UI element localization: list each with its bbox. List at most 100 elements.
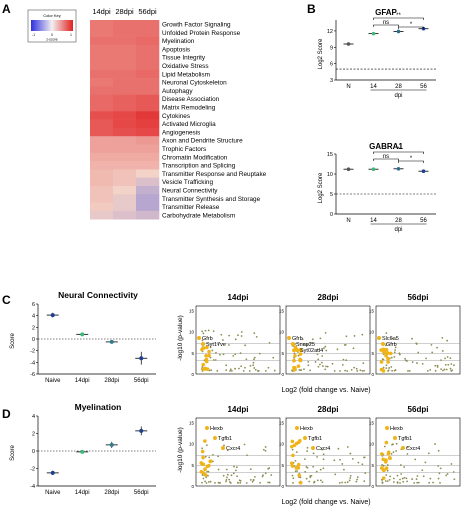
gene-point [296,470,299,472]
plot-title: 56dpi [408,405,429,414]
gene-point [292,482,294,484]
gene-point [317,365,320,368]
gene-point [446,339,449,342]
gene-point [312,465,315,468]
heatmap-row-label: Angiogenesis [162,129,200,136]
gene-point [226,449,229,452]
highlighted-gene-point [201,471,206,475]
labelled-gene-point [205,426,209,430]
gene-point [439,482,441,484]
highlighted-gene-point [382,468,386,473]
gene-point [385,332,388,335]
gene-point [434,443,436,445]
gene-point [253,358,255,361]
gene-point [450,370,453,372]
gene-point [344,481,347,484]
y-tick-label: 10 [369,330,375,335]
gene-point [321,355,324,357]
gene-point [237,334,239,337]
labelled-gene-point [295,426,299,430]
heatmap-cell [90,111,114,120]
heatmap-cell [113,111,137,120]
gene-point [392,477,395,480]
gene-point [391,337,394,340]
heatmap-row-label: Unfolded Protein Response [162,30,241,37]
gene-point [243,443,246,446]
heatmap-cell [90,210,114,220]
gene-point [450,463,453,465]
gene-point [228,478,231,481]
gene-point [339,458,341,461]
labelled-gene-point [393,436,397,440]
gene-point [406,453,409,455]
gene-point [232,355,235,357]
heatmap-row-label: Carbohydrate Metabolism [162,212,235,219]
plot-title: 28dpi [318,405,339,414]
significance-label: ns [383,154,389,160]
gene-point [248,370,251,372]
gene-point [439,467,442,470]
gene-point [319,468,322,471]
highlighted-gene-point [204,357,209,362]
gene-point [252,364,255,367]
highlighted-gene-point [205,367,210,372]
gene-point [400,473,403,475]
gene-point [434,364,437,367]
color-key-tick-mid: 0 [51,33,53,37]
gene-point [343,344,346,346]
heatmap-cell [90,94,114,104]
data-point [50,470,55,475]
gene-point [317,358,320,361]
heatmap-cell [90,144,114,154]
gene-point [207,329,210,332]
y-tick-label: 5 [191,351,194,356]
heatmap-cell [136,78,160,87]
plot-title: 14dpi [228,405,249,414]
gene-point [392,481,395,483]
y-tick-label: 15 [369,308,375,313]
gene-point [304,470,307,473]
y-tick-label: 15 [189,420,195,425]
gene-point [233,465,235,468]
y-tick-label: 5 [330,192,333,198]
highlighted-gene-point [381,476,386,480]
gene-point [406,480,409,483]
labelled-gene-point [197,336,201,340]
gene-point [212,330,215,332]
highlighted-gene-point [292,348,296,353]
gene-point [421,469,424,472]
heatmap-cell [136,53,160,62]
gene-point [204,480,206,483]
gene-point [234,367,236,370]
gene-point [414,458,417,461]
gene-point [407,370,409,372]
gene-point [312,452,315,455]
gene-point [334,473,337,476]
gene-point [229,482,232,484]
gene-point [438,472,441,475]
highlighted-gene-point [203,439,207,443]
gene-point [206,470,209,473]
y-tick-label: 2 [32,432,35,438]
gene-point [225,468,228,471]
gene-point [441,336,444,339]
gene-point [209,346,212,349]
data-point [421,169,426,173]
gene-label: Hexb [300,426,313,432]
y-tick-label: 15 [279,420,285,425]
gene-point [399,464,402,466]
y-tick-label: 15 [189,308,195,313]
gene-point [307,360,310,363]
gene-point [449,357,452,360]
highlighted-gene-point [298,347,303,352]
heatmap-row-label: Axon and Dendrite Structure [162,138,243,145]
color-key-tick-low: -1 [32,33,35,37]
gene-point [292,477,295,480]
gene-point [264,446,267,448]
plot-title: Myelination [75,402,122,412]
highlighted-gene-point [292,368,297,372]
gene-point [267,467,270,470]
gene-point [404,357,407,360]
gene-point [309,342,312,344]
gene-point [254,368,257,371]
